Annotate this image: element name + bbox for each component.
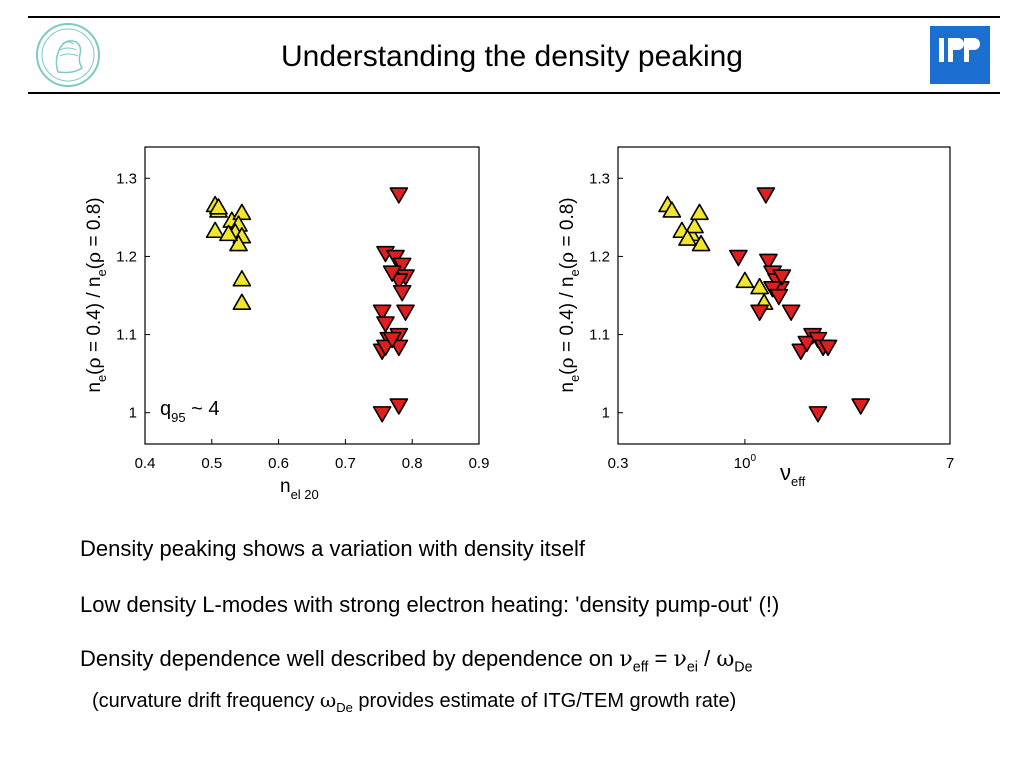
x-tick-label: 100 [734, 453, 757, 472]
x-axis-label: nel 20 [280, 476, 319, 502]
data-point-yellow [232, 203, 252, 221]
svg-text:nel 20: nel 20 [280, 476, 319, 502]
x-tick-label: 0.9 [469, 455, 490, 472]
max-planck-logo [36, 23, 100, 87]
data-point-red [382, 331, 402, 349]
data-point-yellow [685, 216, 704, 234]
data-point-red [851, 398, 871, 415]
data-point-red [389, 187, 409, 204]
plot-frame [617, 146, 951, 445]
y-tick-label: 1.3 [589, 170, 610, 187]
bullet-1: Density peaking shows a variation with d… [80, 536, 586, 561]
data-point-red [389, 398, 409, 415]
top-rule [28, 16, 1000, 18]
svg-text:ne(ρ = 0.4) / ne(ρ = 0.8): ne(ρ = 0.4) / ne(ρ = 0.8) [83, 197, 109, 392]
x-tick-label: 0.5 [201, 455, 222, 472]
data-point-red [372, 406, 392, 423]
data-point-yellow [750, 277, 769, 295]
bullet-3: Density dependence well described by dep… [80, 646, 753, 676]
data-point-red [750, 304, 769, 321]
y-tick-label: 1 [602, 405, 610, 422]
data-point-yellow [678, 229, 697, 246]
data-point-red [376, 316, 395, 333]
x-tick-label: 0.8 [402, 455, 423, 472]
y-tick-label: 1.3 [116, 170, 137, 187]
svg-text:ne(ρ = 0.4) / ne(ρ = 0.8): ne(ρ = 0.4) / ne(ρ = 0.8) [556, 197, 582, 392]
bullet-2: Low density L-modes with strong electron… [80, 592, 780, 617]
data-point-red [372, 304, 392, 321]
y-tick-label: 1.1 [589, 327, 610, 344]
data-point-red [392, 284, 412, 302]
x-tick-label: 0.4 [135, 455, 156, 472]
data-point-red [818, 339, 838, 357]
data-point-yellow [209, 198, 228, 215]
data-point-red [756, 187, 776, 204]
data-point-red [396, 304, 415, 321]
data-point-red [808, 406, 828, 423]
data-point-red [759, 253, 778, 271]
y-tick-label: 1.2 [589, 248, 610, 265]
data-point-yellow [229, 234, 248, 252]
data-point-red [382, 265, 402, 282]
x-axis-label: νeff [780, 460, 806, 489]
data-point-yellow [662, 201, 682, 218]
data-point-yellow [735, 271, 755, 289]
q95-annotation: q95 ~ 4 [160, 398, 220, 425]
svg-text:q95 ~ 4: q95 ~ 4 [160, 398, 220, 425]
subnote: (curvature drift frequency ωDe provides … [92, 688, 737, 715]
x-tick-label: 7 [946, 455, 954, 472]
data-point-red [797, 335, 817, 353]
chart-density-vs-nueff: ne(ρ = 0.4) / ne(ρ = 0.8) νeff 1 1.1 1.2 1.… [556, 146, 954, 489]
chart-density-vs-nel: ne(ρ = 0.4) / ne(ρ = 0.8) nel 20 q95 ~ 4… [83, 146, 490, 502]
y-axis-label: ne(ρ = 0.4) / ne(ρ = 0.8) [556, 197, 582, 392]
data-point-yellow [219, 224, 238, 242]
ipp-logo [930, 26, 990, 84]
svg-text:νeff: νeff [780, 460, 806, 489]
data-point-yellow [691, 234, 711, 252]
data-point-red [781, 304, 801, 321]
data-point-yellow [232, 270, 252, 287]
data-point-red [729, 249, 748, 267]
x-tick-label: 0.7 [335, 455, 356, 472]
data-point-yellow [205, 221, 225, 239]
x-tick-label: 0.6 [268, 455, 289, 472]
y-tick-label: 1.2 [116, 248, 137, 265]
data-point-yellow [232, 293, 252, 310]
data-point-yellow [690, 203, 709, 221]
y-axis-label: ne(ρ = 0.4) / ne(ρ = 0.8) [83, 197, 109, 392]
title-rule [28, 92, 1000, 94]
plot-frame [144, 146, 480, 445]
y-tick-label: 1.1 [116, 327, 137, 344]
data-point-red [772, 269, 792, 286]
slide-title: Understanding the density peaking [281, 40, 743, 73]
data-point-red [769, 288, 789, 306]
x-tick-label: 0.3 [608, 455, 629, 472]
y-tick-label: 1 [129, 405, 137, 422]
